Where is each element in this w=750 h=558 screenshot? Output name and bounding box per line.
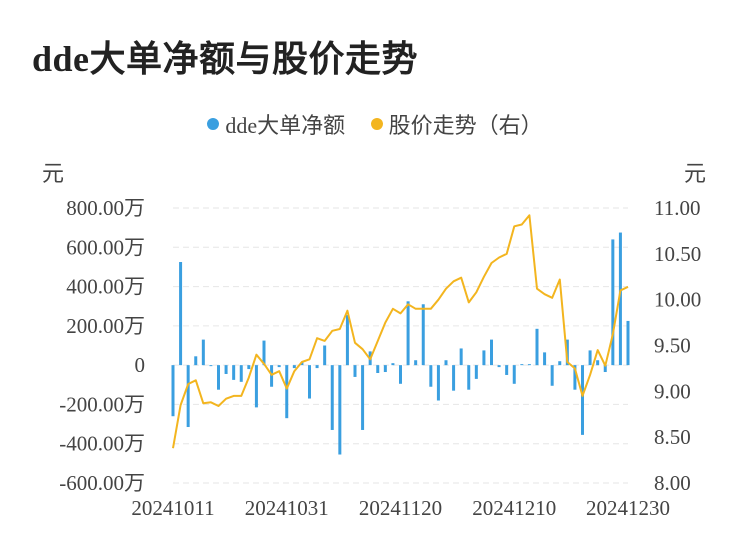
- dde-bar: [315, 365, 319, 369]
- dde-bar: [550, 365, 554, 386]
- x-tick-label: 20241120: [359, 496, 442, 520]
- dde-bar: [270, 365, 274, 387]
- right-tick-label: 9.50: [654, 334, 691, 358]
- dde-bar: [558, 361, 562, 366]
- left-tick-label: -200.00万: [59, 392, 145, 416]
- dde-bar: [247, 365, 251, 370]
- legend-label-price: 股价走势（右）: [388, 113, 543, 138]
- dde-bar: [459, 348, 463, 366]
- dde-bar: [179, 262, 183, 366]
- dde-bar: [421, 304, 425, 366]
- dde-bar: [330, 365, 334, 430]
- dde-bar: [323, 345, 327, 366]
- dde-bar: [277, 365, 281, 368]
- x-tick-label: 20241031: [245, 496, 329, 520]
- dde-bar: [467, 365, 471, 390]
- dde-bar: [520, 364, 524, 366]
- dde-bar: [603, 365, 607, 373]
- dde-bar: [414, 360, 418, 366]
- dde-bar: [429, 365, 433, 387]
- dde-bar: [611, 239, 615, 366]
- dde-bar: [338, 365, 342, 455]
- dde-bar: [292, 365, 296, 369]
- dde-bar: [217, 365, 220, 390]
- dde-bar: [505, 365, 509, 375]
- legend-item-dde[interactable]: dde大单净额: [207, 108, 345, 140]
- x-tick-label: 20241230: [586, 496, 670, 520]
- dde-bar: [391, 363, 395, 366]
- chart-legend: dde大单净额 股价走势（右）: [0, 108, 750, 140]
- dde-bar: [573, 365, 577, 390]
- right-tick-label: 8.00: [654, 471, 691, 495]
- dde-bar: [345, 315, 349, 366]
- legend-swatch-line-icon: [370, 118, 383, 130]
- right-tick-label: 10.00: [654, 288, 701, 312]
- x-tick-label: 20241011: [131, 496, 214, 520]
- dde-bar: [300, 362, 304, 366]
- right-tick-label: 8.50: [654, 425, 691, 449]
- dde-bar: [452, 365, 456, 391]
- dde-bar: [482, 350, 486, 366]
- dde-bar: [232, 365, 236, 380]
- left-tick-label: 600.00万: [66, 235, 145, 259]
- dde-bar: [535, 328, 539, 366]
- right-tick-label: 10.50: [654, 242, 701, 266]
- chart-title: dde大单净额与股价走势: [32, 39, 419, 79]
- left-tick-label: 0: [135, 353, 146, 377]
- dde-bar: [285, 365, 289, 419]
- left-tick-label: 400.00万: [66, 275, 145, 299]
- dde-bar: [512, 365, 516, 384]
- left-tick-label: -400.00万: [59, 432, 145, 456]
- grid-lines: [173, 207, 628, 484]
- dde-bar: [254, 365, 258, 408]
- right-tick-label: 9.00: [654, 379, 691, 403]
- left-tick-label: -600.00万: [59, 471, 145, 495]
- dde-bar: [376, 365, 380, 373]
- left-tick-label: 800.00万: [66, 196, 145, 220]
- dde-bar: [490, 339, 493, 366]
- dde-bar: [588, 350, 592, 366]
- left-axis-unit: 元: [42, 161, 65, 186]
- dde-bar: [596, 360, 600, 366]
- dde-bar: [527, 364, 531, 366]
- dde-bar: [361, 365, 365, 430]
- dde-bar: [353, 365, 357, 377]
- dde-bar: [171, 365, 175, 417]
- legend-label-dde: dde大单净额: [225, 113, 346, 138]
- dde-bar: [194, 356, 198, 366]
- dde-bar: [618, 232, 622, 366]
- dde-bars: [171, 232, 630, 455]
- dde-bar: [436, 365, 440, 401]
- legend-swatch-bar-icon: [207, 118, 220, 130]
- dde-bar: [626, 320, 630, 366]
- dde-bar: [497, 365, 501, 368]
- x-axis-ticks: 20241011 20241031 20241120 20241210 20241230: [131, 496, 670, 520]
- dde-bar: [581, 365, 584, 435]
- dde-bar: [201, 339, 205, 366]
- dde-bar: [406, 301, 410, 366]
- dde-bar: [474, 365, 478, 379]
- left-tick-label: 200.00万: [66, 314, 145, 338]
- legend-item-price[interactable]: 股价走势（右）: [370, 108, 543, 140]
- dde-bar: [224, 365, 228, 374]
- price-line-group: [172, 214, 629, 449]
- dde-bar: [383, 365, 387, 373]
- right-axis-unit: 元: [684, 161, 707, 186]
- dde-bar: [308, 365, 311, 399]
- dde-bar: [444, 360, 448, 366]
- dde-bar: [239, 365, 243, 382]
- dde-bar: [543, 352, 547, 366]
- dde-bar: [186, 365, 190, 428]
- x-tick-label: 20241210: [472, 496, 556, 520]
- left-axis-ticks: 800.00万 600.00万 400.00万 200.00万 0 -200.00万 -40…: [59, 196, 145, 495]
- dde-bar: [399, 365, 402, 384]
- dde-bar: [262, 340, 266, 366]
- right-tick-label: 11.00: [654, 196, 700, 220]
- dde-bar: [209, 365, 213, 367]
- right-axis-ticks: 11.00 10.50 10.00 9.50 9.00 8.50 8.00: [654, 196, 701, 495]
- price-line: [172, 214, 629, 449]
